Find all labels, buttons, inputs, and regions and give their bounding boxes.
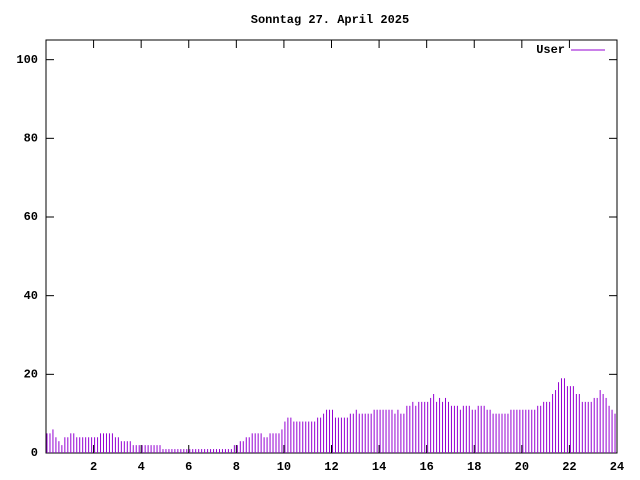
y-tick-label: 80 — [24, 132, 38, 146]
x-tick-label: 22 — [562, 460, 576, 474]
x-tick-label: 18 — [467, 460, 481, 474]
y-tick-label: 40 — [24, 289, 38, 303]
x-tick-label: 24 — [610, 460, 624, 474]
x-tick-label: 2 — [90, 460, 97, 474]
y-tick-label: 100 — [16, 53, 38, 67]
x-tick-label: 8 — [233, 460, 240, 474]
y-tick-label: 60 — [24, 210, 38, 224]
x-tick-label: 6 — [185, 460, 192, 474]
y-tick-label: 0 — [31, 446, 38, 460]
x-tick-label: 14 — [372, 460, 386, 474]
x-tick-label: 20 — [515, 460, 529, 474]
chart-title: Sonntag 27. April 2025 — [251, 13, 409, 27]
plot-border — [45, 39, 618, 454]
legend-label: User — [536, 43, 565, 57]
y-tick-label: 20 — [24, 368, 38, 382]
x-tick-label: 12 — [324, 460, 338, 474]
x-tick-label: 4 — [138, 460, 145, 474]
x-tick-label: 10 — [277, 460, 291, 474]
x-tick-label: 16 — [419, 460, 433, 474]
